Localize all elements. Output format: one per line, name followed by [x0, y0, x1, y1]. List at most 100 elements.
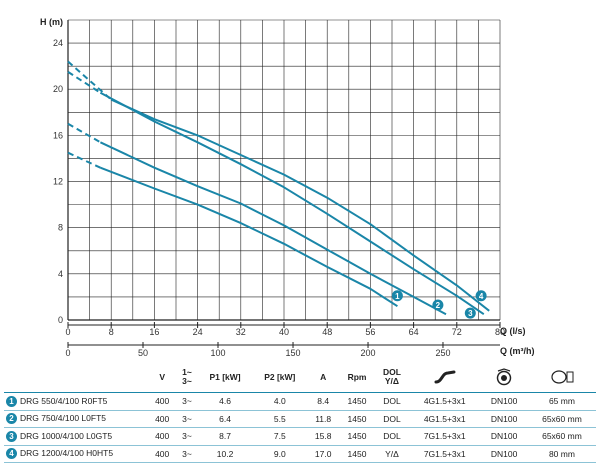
curve-label-number: 2: [436, 301, 441, 310]
x-tick-label: 56: [365, 327, 375, 337]
x-tick-label: 16: [149, 327, 159, 337]
table-row: 4 DRG 1200/4/100 H0HT5 400 3~ 10.2 9.0 17.0 145…: [4, 445, 596, 463]
cell-p2: 9.0: [252, 445, 308, 463]
pump-outlet-icon: [496, 368, 512, 386]
x2-tick-label: 50: [138, 348, 148, 358]
x-tick-label: 64: [409, 327, 419, 337]
curve-label-number: 1: [395, 292, 400, 301]
cell-phase: 3~: [176, 410, 198, 428]
cell-v: 400: [148, 392, 177, 411]
cell-cable: 4G1.5+3x1: [409, 410, 481, 428]
curve-label-4: 4: [475, 290, 487, 302]
header-phase: 1~ 3~: [176, 362, 198, 393]
x-tick-label: 32: [236, 327, 246, 337]
x2-axis-label: Q (m³/h): [500, 346, 535, 356]
model-name: DRG 1000/4/100 L0GT5: [20, 430, 113, 441]
cell-outlet: DN100: [480, 410, 528, 428]
cell-rpm: 1450: [339, 445, 375, 463]
x-tick-label: 48: [322, 327, 332, 337]
curve-label-badge: [475, 290, 487, 302]
y-tick-label: 12: [53, 177, 63, 187]
y-tick-label: 4: [58, 269, 63, 279]
cell-phase: 3~: [176, 427, 198, 446]
cell-outlet: DN100: [480, 392, 528, 411]
x-tick-label: 40: [279, 327, 289, 337]
curve-1-dashed: [67, 151, 101, 169]
cell-p2: 5.5: [252, 410, 308, 428]
cell-cable: 7G1.5+3x1: [409, 427, 481, 446]
cell-rpm: 1450: [339, 427, 375, 446]
y-tick-label: 24: [53, 38, 63, 48]
header-voltage: V: [148, 362, 177, 393]
chart-curves: [67, 60, 490, 316]
header-current: A: [307, 362, 340, 393]
x-axis-label: Q (l/s): [500, 326, 526, 336]
table-row: 2 DRG 750/4/100 L0FT5 400 3~ 6.4 5.5 11.8 1450 D…: [4, 410, 596, 428]
cell-v: 400: [148, 445, 177, 463]
x-tick-label: 24: [193, 327, 203, 337]
dimension-icon: [551, 370, 574, 384]
x-tick-label: 8: [109, 327, 114, 337]
cell-phase: 3~: [176, 445, 198, 463]
curve-1: [100, 166, 398, 308]
cell-p1: 6.4: [197, 410, 253, 428]
header-outlet: [480, 362, 528, 393]
header-p2: P2 [kW]: [252, 362, 308, 393]
cell-a: 15.8: [307, 427, 340, 446]
model-name: DRG 550/4/100 R0FT5: [20, 395, 108, 406]
y-tick-label: 0: [58, 315, 63, 325]
header-cable: [409, 362, 481, 393]
curve-label-2: 2: [432, 299, 444, 311]
y-tick-label: 8: [58, 223, 63, 233]
x2-tick-label: 100: [210, 348, 225, 358]
x-tick-label: 80: [495, 327, 505, 337]
curve-2-dashed: [67, 122, 101, 144]
cell-p1: 8.7: [197, 427, 253, 446]
table-row: 1 DRG 550/4/100 R0FT5 400 3~ 4.6 4.0 8.4 1450 DO…: [4, 392, 596, 411]
curve-3: [99, 91, 485, 316]
cell-v: 400: [148, 427, 177, 446]
chart-grid: [67, 19, 501, 321]
cell-size: 65 mm: [527, 392, 596, 411]
cell-p2: 4.0: [252, 392, 308, 411]
cell-phase: 3~: [176, 392, 198, 411]
cell-size: 80 mm: [527, 445, 596, 463]
header-rpm: Rpm: [339, 362, 375, 393]
cell-a: 17.0: [307, 445, 340, 463]
cell-p1: 4.6: [197, 392, 253, 411]
cell-outlet: DN100: [480, 427, 528, 446]
curve-label-badge: [391, 290, 403, 302]
y-axis-label: H (m): [40, 17, 63, 27]
model-name: DRG 1200/4/100 H0HT5: [20, 448, 114, 459]
model-name: DRG 750/4/100 L0FT5: [20, 413, 106, 424]
curve-label-number: 3: [468, 309, 473, 318]
header-model: [4, 362, 148, 393]
specification-table: V 1~ 3~ P1 [kW] P2 [kW] A Rpm DOL Y/Δ: [4, 362, 596, 463]
cell-model: 3 DRG 1000/4/100 L0GT5: [4, 427, 148, 446]
curve-label-3: 3: [464, 307, 476, 319]
x2-tick-label: 0: [65, 348, 70, 358]
cell-start: DOL: [374, 410, 410, 428]
cell-cable: 4G1.5+3x1: [409, 392, 481, 411]
cell-size: 65x60 mm: [527, 410, 596, 428]
cell-start: DOL: [374, 392, 410, 411]
cell-cable: 7G1.5+3x1: [409, 445, 481, 463]
cell-a: 11.8: [307, 410, 340, 428]
cell-size: 65x60 mm: [527, 427, 596, 446]
cell-model: 4 DRG 1200/4/100 H0HT5: [4, 445, 148, 463]
cell-p1: 10.2: [197, 445, 253, 463]
row-number-badge: 3: [6, 430, 17, 442]
cell-p2: 7.5: [252, 427, 308, 446]
x2-tick-label: 150: [286, 348, 301, 358]
curve-3-dashed: [67, 71, 101, 94]
curve-label-badge: [464, 307, 476, 319]
cell-model: 1 DRG 550/4/100 R0FT5: [4, 392, 148, 411]
table-row: 3 DRG 1000/4/100 L0GT5 400 3~ 8.7 7.5 15.8 1450…: [4, 427, 596, 446]
row-number-badge: 2: [6, 413, 17, 425]
header-p1: P1 [kW]: [197, 362, 253, 393]
x-tick-label: 72: [452, 327, 462, 337]
y-tick-label: 16: [53, 130, 63, 140]
y-tick-label: 20: [53, 84, 63, 94]
cell-start: Y/Δ: [374, 445, 410, 463]
